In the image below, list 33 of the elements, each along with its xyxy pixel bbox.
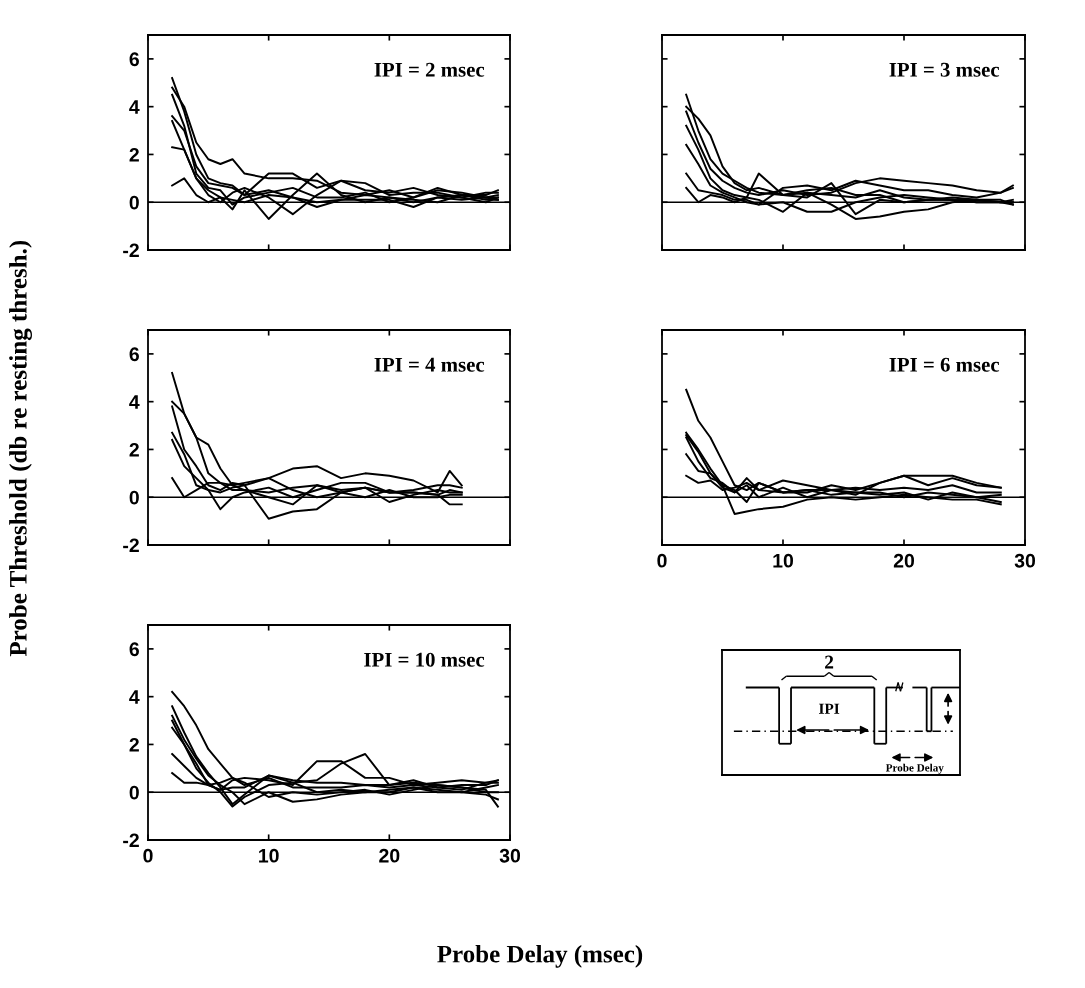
y-tick-label: 4 [129,100,140,114]
y-tick-label: 6 [129,347,139,362]
y-tick-label: 2 [129,442,139,457]
text: IPI [819,703,840,714]
x-tick-label: 20 [893,553,915,568]
text: IPI = 3 msec [889,62,1000,77]
y-tick-label: 4 [129,395,140,409]
y-tick-label: 0 [129,785,139,800]
y-tick-label: 0 [129,195,139,210]
x-tick-label: 0 [657,553,667,568]
y-tick-label: 2 [129,737,139,752]
y-tick-label: 0 [129,490,139,505]
x-tick-label: 10 [259,848,279,863]
x-tick-label: 20 [379,848,400,863]
y-axis-title: Probe Threshold (db re resting thresh.) [9,240,32,657]
text: IPI = 10 msec [364,652,485,667]
y-tick-label: -2 [123,243,139,258]
y-tick-label: 2 [129,147,139,162]
y-tick-label: -2 [123,833,139,848]
x-tick-label: 30 [499,848,521,863]
x-tick-label: 0 [143,848,153,863]
text: IPI = 6 msec [889,357,1000,372]
text: IPI = 2 msec [374,62,485,77]
text: Probe Delay [885,763,944,774]
y-tick-label: 4 [129,690,140,704]
text: IPI = 4 msec [374,357,485,372]
y-tick-label: -2 [123,538,139,553]
text: 2 [825,655,834,669]
x-tick-label: 30 [1014,553,1036,568]
x-tick-label: 10 [773,553,794,568]
y-tick-label: 6 [129,642,139,657]
x-axis-title: Probe Delay (msec) [437,945,643,968]
y-tick-label: 6 [129,52,139,67]
